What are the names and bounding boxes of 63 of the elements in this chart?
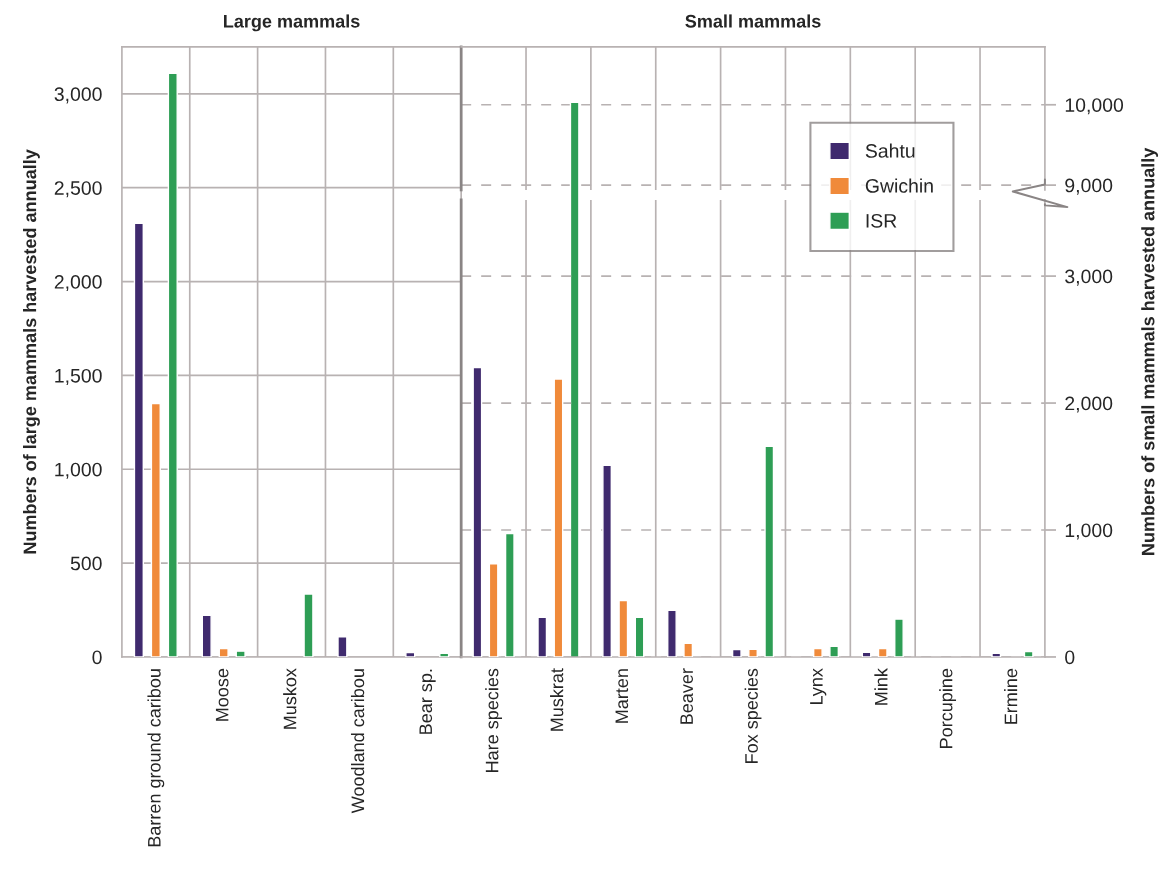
y2-tick-label: 2,000 [1065,396,1113,413]
bar [472,366,483,657]
bar [133,222,144,657]
bar [667,609,677,657]
x-tick-label: Porcupine [939,668,957,748]
y-axis-title: Numbers of large mammals harvested annually [23,149,40,554]
y2-tick-label: 3,000 [1065,269,1113,286]
bar [235,650,246,657]
x-tick-label: Barren ground caribou [147,669,165,847]
bar [439,652,450,657]
bar [634,616,645,657]
chart-title: Large mammals [224,14,360,32]
bar [877,647,888,657]
bar [150,402,161,657]
bar [553,378,564,657]
x-tick-label: Lynx [810,668,827,705]
x-tick-label: Fox species [744,668,762,763]
y2-tick-label: 0 [1065,650,1075,665]
x-tick-label: Woodland caribou [350,669,365,814]
bar [812,647,823,657]
bar [991,652,1002,657]
bar [894,618,904,657]
x-tick-label: Hare species [485,668,503,772]
chart-title: Small mammals [685,14,821,28]
x-tick-label: Moose [215,668,229,721]
bar [167,72,178,657]
y-tick-label: 500 [70,556,102,571]
y-tick-label: 0 [92,650,102,665]
bar [764,445,775,657]
x-tick-label: Bear sp. [419,669,436,734]
legend-label: Sahtu [865,143,915,158]
y2-axis-title: Numbers of small mammals harvested annually [1141,147,1159,555]
x-tick-label: Mink [874,668,888,705]
legend-label: Gwichin [865,178,933,193]
legend-label: ISR [866,213,897,228]
x-tick-label: Ermine [1004,668,1018,724]
y2-tick-label: 10,000 [1065,98,1124,115]
y-tick-label: 3,000 [54,87,102,104]
y-tick-label: 1,000 [55,462,102,479]
x-tick-label: Marten [615,669,629,723]
y-tick-label: 2,500 [54,181,102,198]
bar [337,636,348,657]
x-tick-label: Muskrat [550,668,564,731]
bar [537,616,548,657]
y-tick-label: 2,000 [54,275,102,292]
bar [201,614,212,657]
bar [405,651,416,657]
bar [1023,650,1034,657]
bar [303,593,314,657]
bar [602,464,613,657]
bar [488,563,499,657]
bar [218,647,229,657]
bar [748,648,758,657]
x-tick-label: Beaver [680,668,694,724]
bar [683,642,694,657]
bar [829,645,840,657]
y-tick-label: 1,500 [55,368,102,385]
bar [618,599,629,657]
bar [504,532,515,657]
x-tick-label: Muskox [283,668,297,729]
y2-tick-label: 1,000 [1065,523,1113,540]
bar [731,648,742,657]
y2-tick-label: 9,000 [1065,178,1113,195]
